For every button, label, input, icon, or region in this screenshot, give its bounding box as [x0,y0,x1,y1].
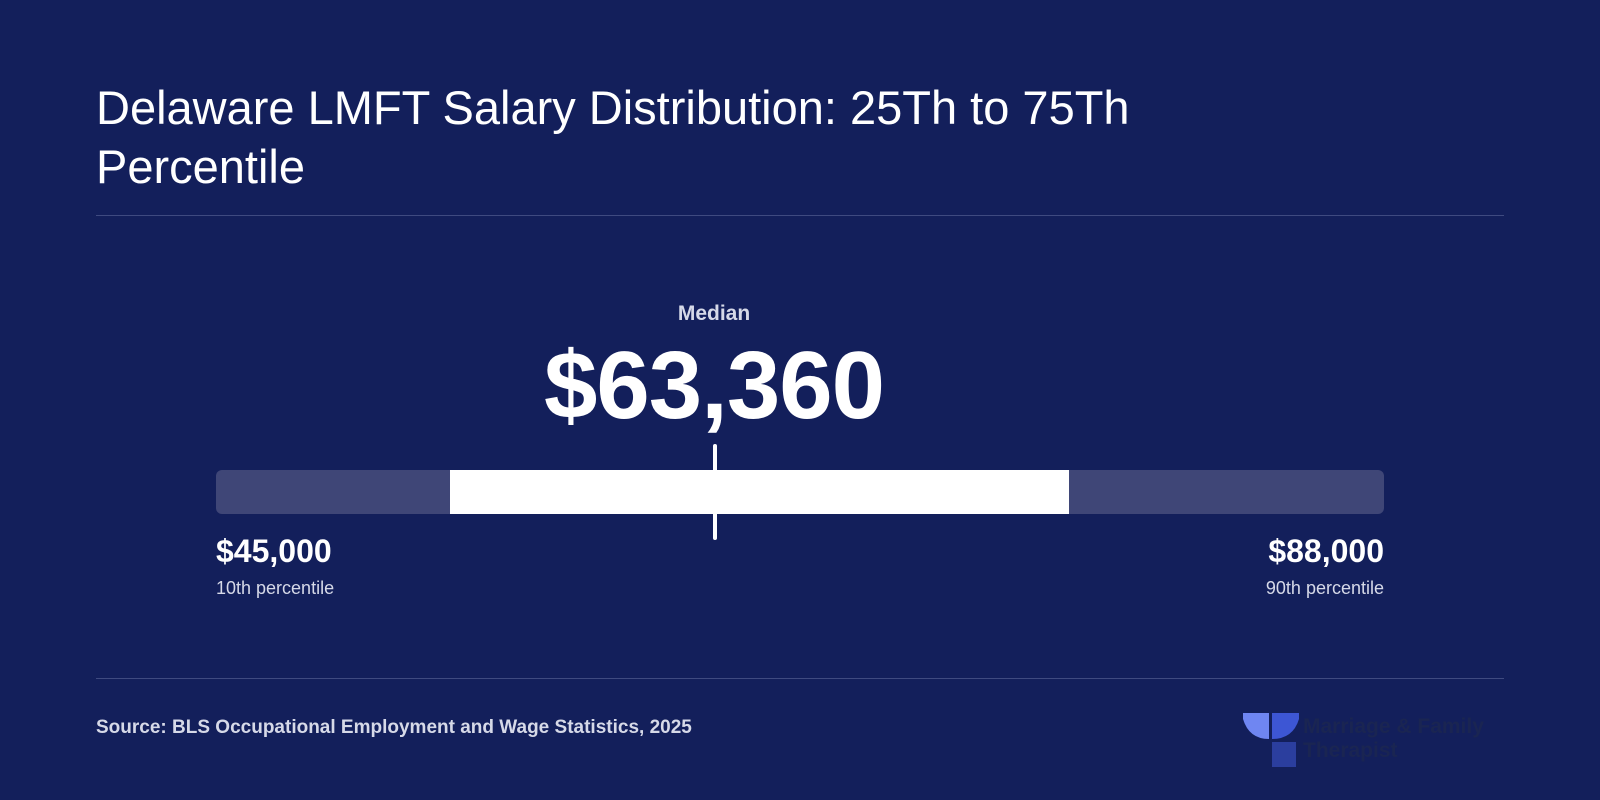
bottom-divider [96,678,1504,679]
brand-logo-text: Marriage & Family Therapist [1303,715,1484,762]
top-divider [96,215,1504,216]
interquartile-range-bar [449,470,1069,514]
chart-title: Delaware LMFT Salary Distribution: 25Th … [96,81,1130,193]
median-value: $63,360 [543,332,885,439]
brand-logo: Marriage & Family Therapist [1243,713,1503,767]
median-marker [712,444,717,540]
source-note: Source: BLS Occupational Employment and … [96,717,692,738]
high-end-label: 90th percentile [1265,578,1384,598]
high-end-value: $88,000 [1268,533,1384,569]
low-end-value: $45,000 [216,533,332,569]
low-end-label: 10th percentile [216,578,335,598]
brand-logo-icon [1243,713,1299,767]
median-label: Median [677,302,751,325]
